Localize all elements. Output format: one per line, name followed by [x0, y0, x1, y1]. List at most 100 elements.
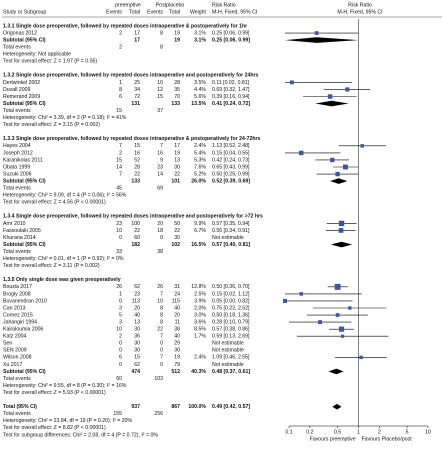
study-e2: 0 — [160, 341, 163, 347]
study-weight: 5.2% — [194, 171, 206, 177]
heterogeneity: Heterogeneity: Chi² = 9.55, df = 8 (P = … — [3, 383, 127, 389]
study-e2: 14 — [157, 171, 163, 177]
study-ci: 0.56 [0.34, 0.91] — [212, 228, 250, 234]
study-t2: 30 — [174, 348, 180, 354]
pooled-diamond — [332, 403, 342, 410]
subtotal-weight: 40.3% — [191, 369, 206, 375]
total-events-e2: 256 — [154, 411, 163, 417]
total-events-e2: 8 — [160, 45, 163, 51]
study-label: Suzuki 2006 — [3, 171, 32, 177]
study-ci: Not estimable — [212, 235, 244, 241]
study-t1: 72 — [134, 94, 140, 100]
study-weight: 2.5% — [194, 291, 206, 297]
overall-effect: Test for overall effect: Z = 8.82 (P < 0… — [3, 425, 106, 431]
study-e2: 10 — [157, 298, 163, 304]
pooled-diamond — [330, 178, 348, 184]
study-e1: 6 — [119, 94, 122, 100]
study-label: Buvanendran 2010 — [3, 298, 47, 304]
study-marker — [330, 157, 335, 163]
study-weight: 3.9% — [194, 298, 206, 304]
total-events-e1: 45 — [116, 186, 122, 192]
study-ci: 0.50 [0.18, 1.36] — [212, 312, 250, 318]
study-t2: 22 — [174, 228, 180, 234]
study-marker — [340, 334, 345, 338]
study-t2: 79 — [174, 362, 180, 368]
subgroup-test: Test for subgroup differences: Chi² = 2.… — [3, 432, 158, 438]
total-events-e2: 103 — [154, 376, 163, 382]
study-weight: 3.5% — [194, 80, 206, 86]
study-weight: 2.4% — [194, 143, 206, 149]
weight-header: Weight — [190, 9, 207, 15]
study-t1: 62 — [134, 362, 140, 368]
tick-label: 2 — [378, 429, 381, 435]
study-e1: 3 — [119, 305, 122, 311]
study-e1: 0 — [119, 298, 122, 304]
total-events-e2: 69 — [157, 186, 163, 192]
total-events-e1: 2 — [119, 45, 122, 51]
study-label: Remerand 2009 — [3, 94, 40, 100]
total-events-label: Total events — [3, 186, 31, 192]
overall-effect: Test for overall effect: Z = 4.56 (P < 0… — [3, 200, 106, 206]
study-t2: 31 — [174, 284, 180, 290]
study-marker — [289, 80, 294, 85]
study-marker — [338, 326, 345, 332]
study-e2: 12 — [157, 87, 163, 93]
total-header: Total — [169, 9, 180, 15]
study-e2: 15 — [157, 94, 163, 100]
study-label: Hayes 2004 — [3, 143, 31, 149]
study-t2: 28 — [174, 80, 180, 86]
study-ci: 0.25 [0.06, 0.99] — [212, 30, 250, 36]
study-e2: 0 — [160, 362, 163, 368]
study-e2: 9 — [160, 157, 163, 163]
study-marker — [299, 292, 303, 296]
study-e1: 15 — [116, 157, 122, 163]
study-t2: 11 — [175, 319, 180, 325]
study-label: SEN 2009 — [3, 348, 27, 354]
group2-header: Postplacebo — [156, 2, 185, 8]
total-events-e2: 38 — [157, 249, 163, 255]
favours-right: Favours Placebo/post — [362, 436, 413, 442]
study-t2: 70 — [174, 94, 180, 100]
study-marker — [314, 31, 319, 35]
subtotal-t2: 101 — [171, 178, 180, 184]
study-t2: 38 — [174, 327, 180, 333]
study-label: Dertwinkel 2002 — [3, 80, 40, 86]
study-t1: 34 — [134, 87, 140, 93]
study-label: Fassoulaki 2005 — [3, 228, 41, 234]
study-label: Duvall 2009 — [3, 87, 31, 93]
study-header: Study or Subgroup — [3, 9, 46, 15]
overall-total-t2: 867 — [171, 404, 180, 410]
study-weight: 5.4% — [194, 150, 206, 156]
total-events-label: Total events — [3, 249, 31, 255]
study-label: Joseph 2012 — [3, 150, 33, 156]
study-ci: 0.42 [0.24, 0.73] — [212, 157, 250, 163]
subtotal-label: Subtotal (95% CI) — [3, 369, 46, 375]
rr-plot-header: Risk Ratio — [348, 2, 372, 8]
subtotal-ci: 0.48 [0.37, 0.61] — [212, 369, 250, 375]
study-e2: 8 — [160, 305, 163, 311]
group-title: 1.3.1 Single dose preoperative, followed… — [3, 23, 247, 29]
study-t1: 40 — [134, 312, 140, 318]
study-t1: 100 — [131, 221, 140, 227]
study-t2: 50 — [174, 221, 180, 227]
subtotal-t2: 19 — [174, 37, 180, 43]
study-ci: 0.50 [0.36, 0.70] — [212, 284, 250, 290]
study-e1: 6 — [119, 355, 122, 361]
total-events-e1: 15 — [116, 108, 122, 114]
study-e1: 10 — [116, 327, 122, 333]
study-weight: 8.5% — [194, 327, 206, 333]
study-t2: 30 — [174, 235, 180, 241]
study-t1: 23 — [134, 291, 140, 297]
subtotal-weight: 26.0% — [191, 178, 206, 184]
study-t1: 30 — [134, 341, 140, 347]
subtotal-t2: 102 — [171, 242, 180, 248]
group-title: 1.3.4 Single dose preoperative, followed… — [3, 214, 263, 220]
study-weight: 9.9% — [194, 221, 206, 227]
tick-label: 0.1 — [285, 429, 292, 435]
study-t1: 17 — [134, 30, 140, 36]
study-t2: 29 — [174, 341, 180, 347]
study-weight: 5.3% — [194, 157, 206, 163]
favours-left: Favours preemptive — [310, 436, 356, 442]
overall-effect: Test for overall effect: Z = 1.97 (P = 0… — [3, 59, 97, 65]
